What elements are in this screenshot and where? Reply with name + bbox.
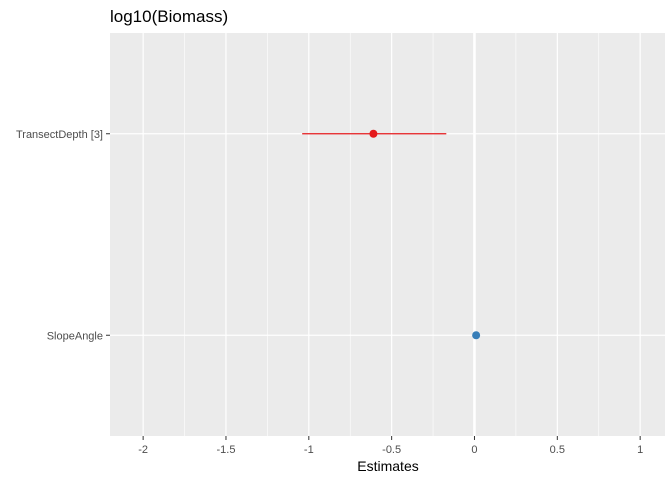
estimate-point: [369, 129, 378, 138]
y-tick-label: TransectDepth [3]: [16, 129, 103, 141]
x-tick-label: -2: [138, 444, 148, 456]
x-axis-title: Estimates: [357, 458, 418, 474]
y-tick-label: SlopeAngle: [47, 330, 103, 342]
x-tick-label: -1.5: [216, 444, 235, 456]
estimate-point: [472, 331, 481, 340]
x-axis: -2 -1.5 -1 -0.5 0 0.5 1: [138, 436, 643, 456]
chart-title: log10(Biomass): [110, 7, 228, 26]
x-tick-label: 0.5: [550, 444, 565, 456]
x-tick-label: 1: [637, 444, 643, 456]
x-tick-label: -0.5: [382, 444, 401, 456]
estimate-marks: [302, 129, 481, 340]
x-tick-label: -1: [304, 444, 314, 456]
plot-panel: [110, 33, 665, 436]
y-axis: TransectDepth [3] SlopeAngle: [16, 129, 110, 342]
x-tick-label: 0: [471, 444, 477, 456]
